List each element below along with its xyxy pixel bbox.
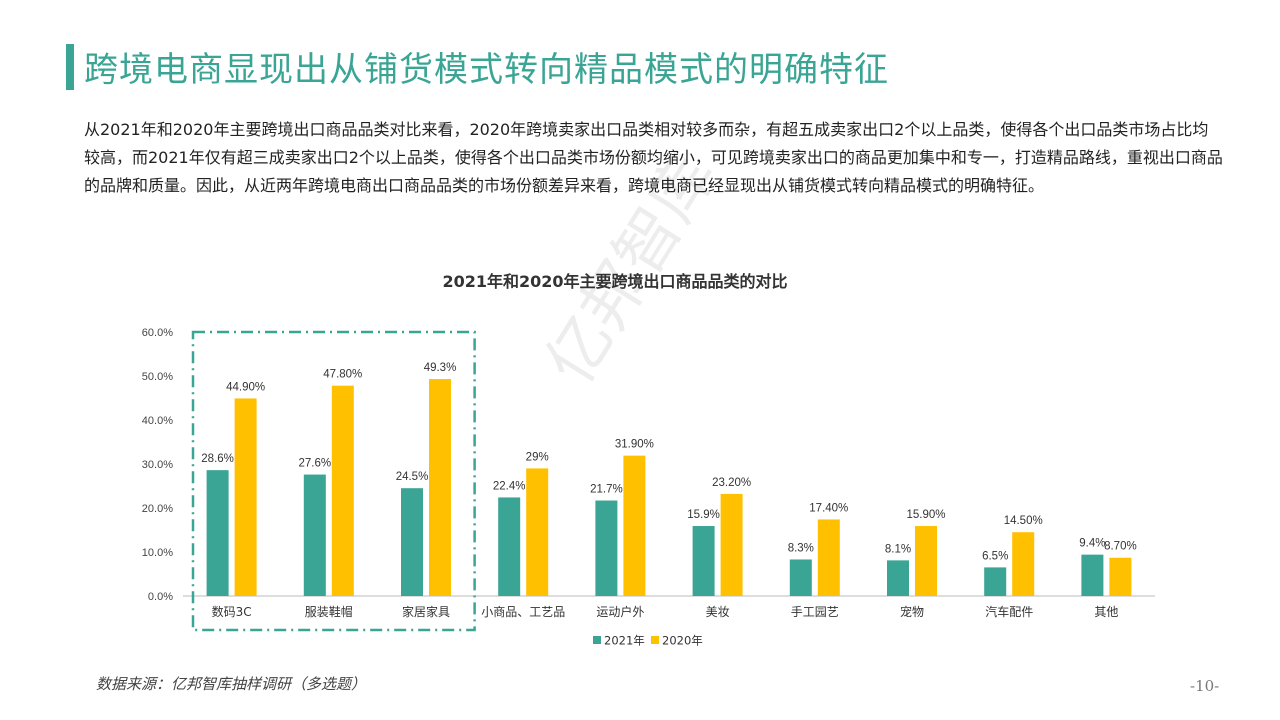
- intro-paragraph: 从2021年和2020年主要跨境出口商品品类对比来看，2020年跨境卖家出口品类…: [84, 120, 1223, 195]
- y-tick-label: 40.0%: [142, 415, 173, 427]
- bar-2021: [789, 559, 812, 596]
- data-label: 8.1%: [885, 543, 911, 555]
- page-title: 跨境电商显现出从铺货模式转向精品模式的明确特征: [84, 50, 889, 90]
- bar-2020: [526, 468, 549, 596]
- data-label: 6.5%: [982, 550, 1008, 562]
- data-label: 27.6%: [298, 458, 331, 470]
- bar-2021: [984, 567, 1007, 596]
- bar-2021: [692, 526, 715, 596]
- y-tick-label: 10.0%: [142, 547, 173, 559]
- y-tick-label: 0.0%: [148, 591, 173, 603]
- data-label: 31.90%: [615, 439, 654, 451]
- highlight-box: [191, 330, 476, 632]
- bar-2021: [303, 474, 326, 596]
- y-tick-label: 20.0%: [142, 503, 173, 515]
- bar-2020: [234, 398, 257, 596]
- y-tick-label: 50.0%: [142, 371, 173, 383]
- data-label: 23.20%: [712, 477, 751, 489]
- data-label: 15.90%: [906, 509, 945, 521]
- bar-2020: [1109, 557, 1132, 596]
- data-label: 8.3%: [788, 542, 814, 554]
- data-label: 49.3%: [424, 362, 457, 374]
- bar-2021: [887, 560, 909, 596]
- bar-2020: [720, 493, 743, 596]
- data-label: 22.4%: [493, 480, 526, 492]
- data-label: 29%: [526, 451, 549, 463]
- legend-swatch: [593, 636, 601, 644]
- category-label: 数码3C: [212, 604, 252, 619]
- bar-2020: [1012, 532, 1035, 596]
- bar-chart: 0.0% 10.0% 20.0% 30.0% 40.0% 50.0% 60.0% 28.6% 4…: [142, 327, 1155, 648]
- category-label: 宠物: [900, 604, 924, 619]
- data-label: 14.50%: [1004, 515, 1043, 527]
- bar-2020: [623, 455, 646, 596]
- page-number: -10-: [1190, 677, 1220, 695]
- data-label: 17.40%: [809, 502, 848, 514]
- source-note: 数据来源：亿邦智库抽样调研（多选题）: [96, 675, 367, 693]
- bar-2020: [429, 379, 451, 596]
- category-label: 其他: [1094, 605, 1118, 619]
- y-tick-label: 30.0%: [142, 459, 173, 471]
- chart-area: 2021年和2020年主要跨境出口商品品类的对比 0.0% 10.0% 20.0% 3…: [0, 258, 1280, 658]
- data-label: 15.9%: [687, 509, 720, 521]
- title-accent-bar: [66, 44, 74, 90]
- bar-2021: [595, 500, 618, 596]
- category-label: 家居家具: [402, 604, 450, 619]
- bar-2020: [915, 526, 937, 596]
- category-label: 汽车配件: [985, 604, 1033, 619]
- bar-2020: [817, 519, 840, 596]
- data-label: 44.90%: [226, 381, 265, 393]
- y-tick-label: 60.0%: [142, 327, 173, 339]
- category-label: 运动户外: [596, 604, 644, 619]
- data-label: 24.5%: [396, 471, 429, 483]
- data-label: 28.6%: [201, 453, 234, 465]
- data-label: 47.80%: [323, 369, 362, 381]
- bar-2020: [331, 385, 354, 596]
- data-label: 9.4%: [1079, 538, 1105, 550]
- category-label: 小商品、工艺品: [481, 604, 565, 619]
- legend-swatch: [651, 636, 659, 644]
- chart-title: 2021年和2020年主要跨境出口商品品类的对比: [442, 272, 788, 291]
- data-label: 21.7%: [590, 484, 623, 496]
- bar-2021: [401, 488, 423, 596]
- legend-label: 2021年: [604, 634, 645, 648]
- category-label: 手工园艺: [791, 605, 839, 619]
- category-label: 服装鞋帽: [305, 604, 353, 619]
- legend-label: 2020年: [662, 634, 703, 648]
- category-label: 美妆: [706, 605, 730, 619]
- bar-2021: [498, 497, 521, 596]
- data-label: 8.70%: [1104, 541, 1137, 553]
- bar-2021: [206, 470, 229, 596]
- bar-2021: [1081, 554, 1104, 596]
